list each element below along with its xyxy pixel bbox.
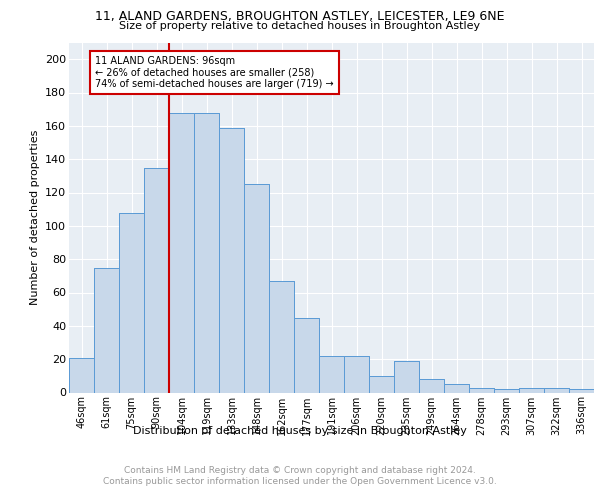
Bar <box>294 318 319 392</box>
Bar <box>269 281 294 392</box>
Text: Distribution of detached houses by size in Broughton Astley: Distribution of detached houses by size … <box>133 426 467 436</box>
Bar <box>469 388 494 392</box>
Bar <box>394 361 419 392</box>
Bar <box>569 389 594 392</box>
Bar <box>269 281 294 392</box>
Text: 11 ALAND GARDENS: 96sqm
← 26% of detached houses are smaller (258)
74% of semi-d: 11 ALAND GARDENS: 96sqm ← 26% of detache… <box>95 56 334 89</box>
Y-axis label: Number of detached properties: Number of detached properties <box>29 130 40 305</box>
Bar <box>544 388 569 392</box>
Bar <box>419 379 444 392</box>
Bar <box>319 356 344 393</box>
Bar <box>169 112 194 392</box>
Bar <box>194 112 219 392</box>
Bar <box>519 388 544 392</box>
Bar <box>244 184 269 392</box>
Bar <box>444 384 469 392</box>
Bar <box>94 268 119 392</box>
Text: Contains HM Land Registry data © Crown copyright and database right 2024.: Contains HM Land Registry data © Crown c… <box>124 466 476 475</box>
Bar <box>294 318 319 392</box>
Bar <box>94 268 119 392</box>
Bar <box>119 212 144 392</box>
Bar <box>319 356 344 393</box>
Text: 11, ALAND GARDENS, BROUGHTON ASTLEY, LEICESTER, LE9 6NE: 11, ALAND GARDENS, BROUGHTON ASTLEY, LEI… <box>95 10 505 23</box>
Text: Contains public sector information licensed under the Open Government Licence v3: Contains public sector information licen… <box>103 477 497 486</box>
Bar <box>469 388 494 392</box>
Bar <box>569 389 594 392</box>
Bar <box>169 112 194 392</box>
Bar <box>444 384 469 392</box>
Bar <box>369 376 394 392</box>
Bar <box>144 168 169 392</box>
Text: Size of property relative to detached houses in Broughton Astley: Size of property relative to detached ho… <box>119 21 481 31</box>
Bar <box>119 212 144 392</box>
Bar <box>394 361 419 392</box>
Bar <box>219 128 244 392</box>
Bar <box>544 388 569 392</box>
Bar <box>494 389 519 392</box>
Bar <box>69 358 94 392</box>
Bar <box>244 184 269 392</box>
Bar <box>344 356 369 393</box>
Bar <box>519 388 544 392</box>
Bar <box>369 376 394 392</box>
Bar <box>219 128 244 392</box>
Bar <box>69 358 94 392</box>
Bar <box>144 168 169 392</box>
Bar <box>344 356 369 393</box>
Bar <box>419 379 444 392</box>
Bar <box>194 112 219 392</box>
Bar <box>494 389 519 392</box>
